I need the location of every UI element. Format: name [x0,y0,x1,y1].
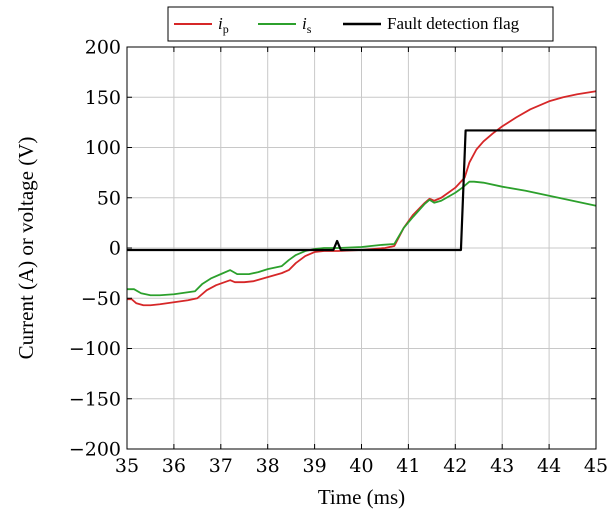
x-tick-label: 37 [209,455,233,477]
x-tick-label: 43 [490,455,514,477]
x-tick-label: 45 [584,455,608,477]
series-layer [127,90,597,307]
legend-label-is-sub: s [307,22,312,36]
legend-label-ip: ip [218,14,229,36]
grid-lines [126,46,597,450]
x-tick-label: 38 [256,455,280,477]
y-tick-label: −50 [81,288,121,310]
y-tick-label: 50 [97,187,121,209]
x-axis-title: Time (ms) [318,485,405,509]
x-tick-label: 35 [115,455,139,477]
y-axis-title: Current (A) or voltage (V) [14,137,38,360]
legend-label-is: is [302,14,312,36]
legend: ip is Fault detection flag [167,6,554,42]
series-line-fault-flag [127,129,596,252]
x-tick-label: 41 [396,455,420,477]
legend-label-ip-main: i [218,14,223,33]
x-tick-label: 42 [443,455,467,477]
tick-labels: 35 36 37 38 39 40 41 42 43 44 45 −200 −150 −100 −50 0 50… [69,37,608,478]
y-tick-label: 100 [85,137,121,159]
y-tick-label: −100 [69,338,121,360]
x-tick-label: 36 [162,455,186,477]
y-tick-label: 0 [109,238,121,260]
y-tick-label: 200 [85,37,121,59]
x-tick-label: 39 [303,455,327,477]
series-line-is [127,180,597,297]
legend-label-is-main: i [302,14,307,33]
y-tick-label: −150 [69,388,121,410]
legend-label-ip-sub: p [223,22,229,36]
x-tick-label: 44 [537,455,561,477]
tick-marks [126,46,597,450]
x-tick-label: 40 [349,455,373,477]
y-tick-label: −200 [69,439,121,461]
legend-label-fault-flag: Fault detection flag [387,14,520,33]
legend-box [167,6,554,42]
y-tick-label: 150 [85,87,121,109]
